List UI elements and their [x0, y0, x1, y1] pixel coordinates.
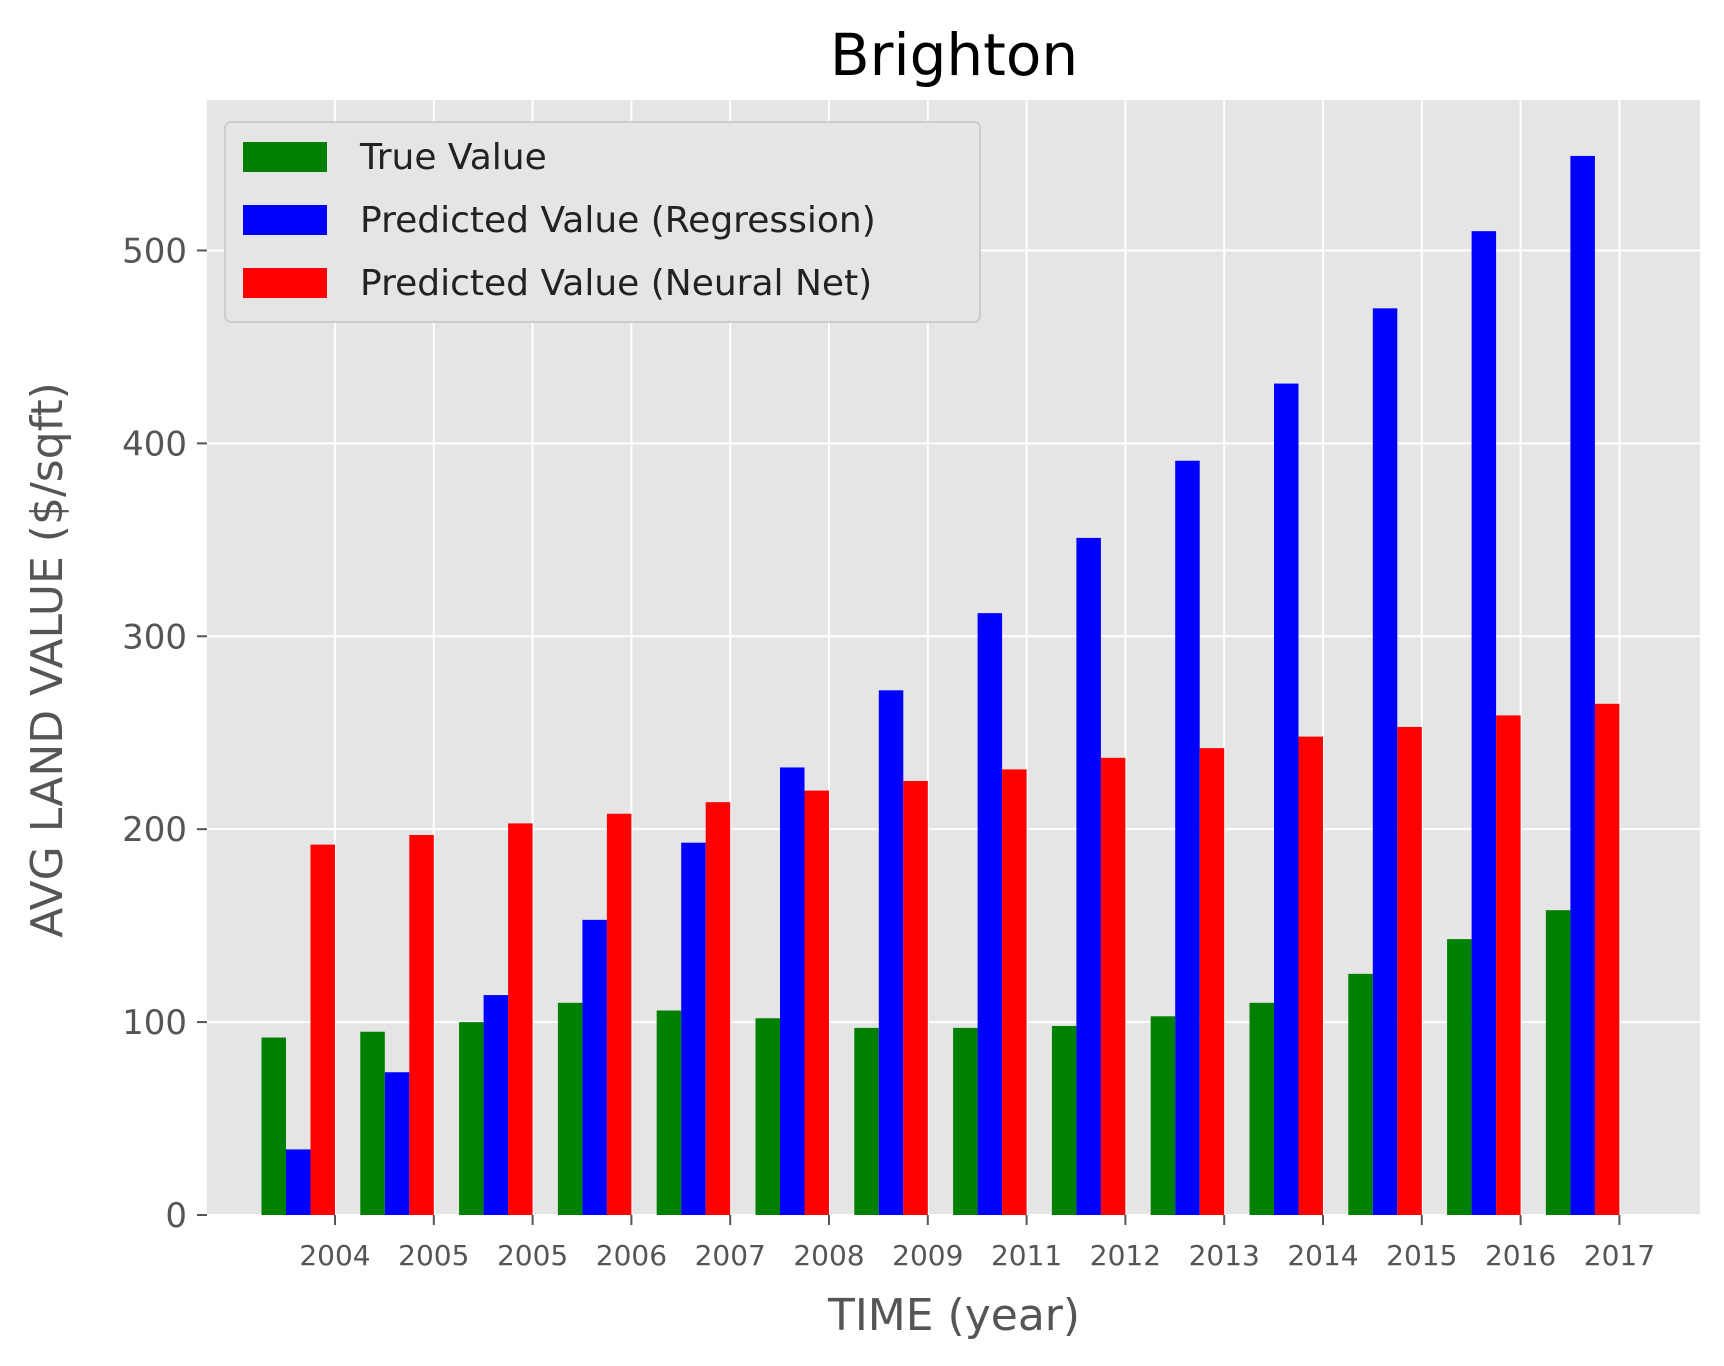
y-tick-label: 0	[165, 1196, 187, 1236]
legend-swatch	[243, 205, 327, 235]
bar-predicted-value-regression	[483, 995, 509, 1215]
bar-predicted-value-regression	[1372, 308, 1398, 1215]
x-axis-label: TIME (year)	[827, 1290, 1080, 1341]
x-tick-label: 2014	[1287, 1239, 1358, 1272]
bar-predicted-value-neural-net	[1397, 726, 1422, 1215]
bar-predicted-value-regression	[384, 1072, 410, 1215]
x-tick-label: 2015	[1386, 1239, 1457, 1272]
bar-predicted-value-regression	[1076, 537, 1101, 1215]
x-tick-label: 2011	[991, 1239, 1062, 1272]
bar-predicted-value-regression	[1570, 155, 1595, 1216]
x-tick-label: 2013	[1189, 1239, 1260, 1272]
legend-label: True Value	[359, 137, 547, 178]
bar-true-value	[755, 1018, 780, 1215]
bar-true-value	[360, 1031, 385, 1215]
bar-predicted-value-neural-net	[1496, 715, 1521, 1215]
y-tick-label: 400	[122, 424, 187, 464]
bar-predicted-value-neural-net	[508, 823, 533, 1215]
bar-true-value	[1249, 1002, 1274, 1215]
x-tick-label: 2005	[497, 1239, 568, 1272]
bar-predicted-value-regression	[1274, 383, 1299, 1216]
x-tick-label: 2017	[1584, 1239, 1655, 1272]
bar-predicted-value-neural-net	[409, 834, 434, 1215]
y-tick-label: 300	[122, 617, 187, 657]
bar-predicted-value-neural-net	[903, 780, 928, 1215]
x-axis-ticks: 2004 2005 2005 2006 2007 2008 2009 2011 2012 2013…	[299, 1215, 1655, 1272]
bar-true-value	[557, 1002, 583, 1215]
x-tick-label: 2006	[596, 1239, 667, 1272]
bar-true-value	[854, 1027, 879, 1215]
bar-true-value	[953, 1027, 978, 1215]
y-tick-label: 500	[122, 231, 187, 271]
legend-label: Predicted Value (Regression)	[360, 200, 876, 241]
y-axis-label: AVG LAND VALUE ($/sqft)	[22, 382, 73, 938]
bar-predicted-value-regression	[1175, 460, 1200, 1215]
bar-predicted-value-regression	[582, 919, 607, 1215]
bar-predicted-value-neural-net	[1002, 769, 1027, 1215]
x-tick-label: 2008	[793, 1239, 864, 1272]
chart-title: Brighton	[830, 21, 1078, 89]
legend: True Value Predicted Value (Regression) Pr…	[224, 121, 981, 323]
y-tick-label: 100	[122, 1003, 187, 1043]
bar-predicted-value-neural-net	[1199, 748, 1225, 1215]
legend-swatch	[243, 268, 327, 298]
legend-swatch	[243, 142, 327, 172]
legend-label: Predicted Value (Neural Net)	[360, 263, 872, 304]
bar-true-value	[1150, 1016, 1176, 1215]
x-tick-label: 2012	[1090, 1239, 1161, 1272]
bar-predicted-value-neural-net	[310, 844, 335, 1215]
bar-true-value	[1348, 973, 1373, 1215]
bar-predicted-value-neural-net	[606, 813, 632, 1215]
bar-predicted-value-regression	[1471, 231, 1497, 1216]
bar-predicted-value-regression	[977, 613, 1003, 1215]
bar-predicted-value-regression	[780, 767, 805, 1215]
bar-true-value	[1545, 910, 1571, 1215]
x-tick-label: 2007	[695, 1239, 766, 1272]
bar-predicted-value-regression	[286, 1149, 311, 1215]
y-tick-label: 200	[122, 810, 187, 850]
bar-predicted-value-neural-net	[804, 790, 829, 1215]
bar-predicted-value-neural-net	[1100, 757, 1126, 1215]
y-axis-ticks: 0 100 200 300 400 500	[122, 231, 207, 1236]
x-tick-label: 2004	[299, 1239, 370, 1272]
bar-true-value	[261, 1037, 286, 1215]
bar-true-value	[656, 1010, 682, 1215]
bar-predicted-value-regression	[681, 842, 706, 1215]
bar-predicted-value-neural-net	[1594, 703, 1620, 1215]
legend-box	[224, 121, 981, 323]
bar-true-value	[1447, 939, 1472, 1215]
x-tick-label: 2005	[398, 1239, 469, 1272]
bar-true-value	[459, 1022, 484, 1215]
bar-true-value	[1051, 1025, 1077, 1215]
bar-predicted-value-regression	[878, 690, 904, 1215]
x-tick-label: 2016	[1485, 1239, 1556, 1272]
bar-predicted-value-neural-net	[705, 802, 731, 1215]
x-tick-label: 2009	[892, 1239, 963, 1272]
bar-predicted-value-neural-net	[1298, 736, 1323, 1215]
bars-group	[261, 155, 1620, 1216]
